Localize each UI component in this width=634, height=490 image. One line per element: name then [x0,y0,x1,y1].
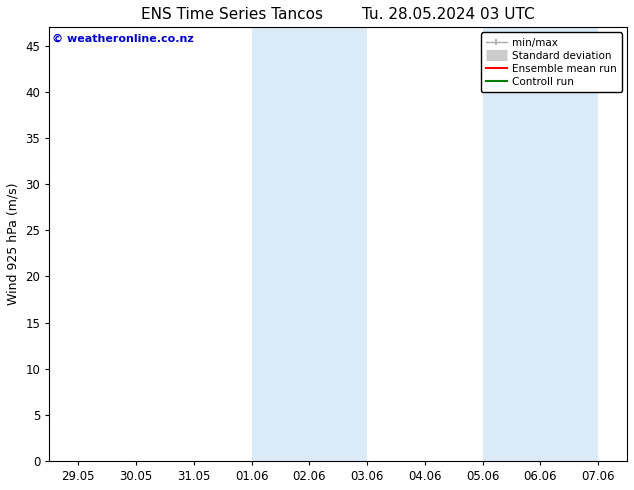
Bar [482,27,598,461]
Title: ENS Time Series Tancos        Tu. 28.05.2024 03 UTC: ENS Time Series Tancos Tu. 28.05.2024 03… [141,7,535,22]
Y-axis label: Wind 925 hPa (m/s): Wind 925 hPa (m/s) [7,183,20,305]
Bar [252,27,367,461]
Legend: min/max, Standard deviation, Ensemble mean run, Controll run: min/max, Standard deviation, Ensemble me… [481,32,622,92]
Text: © weatheronline.co.nz: © weatheronline.co.nz [52,34,194,44]
